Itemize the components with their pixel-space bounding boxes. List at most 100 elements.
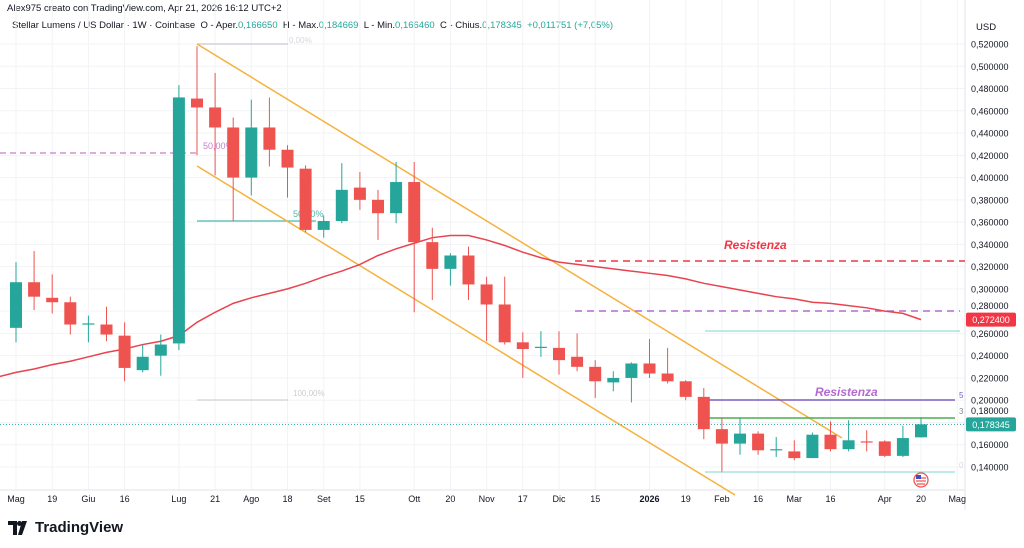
candle-bearish[interactable] — [498, 276, 511, 345]
candle-body — [824, 434, 837, 450]
time-tick-label: Feb — [714, 494, 730, 504]
candle-body — [679, 381, 692, 397]
candle-bullish[interactable] — [607, 371, 620, 392]
candle-bearish[interactable] — [100, 306, 113, 342]
candle-bullish[interactable] — [734, 418, 746, 455]
candle-bullish[interactable] — [896, 425, 909, 457]
candle-bearish[interactable] — [643, 338, 656, 378]
candle-bearish[interactable] — [697, 387, 710, 440]
candle-bearish[interactable] — [462, 246, 475, 301]
candle-bullish[interactable] — [390, 161, 403, 224]
channel-upper-line[interactable] — [196, 43, 843, 439]
candle-bearish[interactable] — [661, 347, 674, 384]
line-3-label: 3 — [959, 407, 964, 416]
high-value: 0,184669 — [318, 20, 359, 31]
candle-bearish[interactable] — [516, 332, 529, 378]
candle-bearish[interactable] — [227, 117, 240, 221]
symbol-name[interactable]: Stellar Lumens / US Dollar · 1W · Coinba… — [12, 20, 196, 31]
candle-bullish[interactable] — [154, 334, 167, 376]
time-tick-label: Mar — [787, 494, 803, 504]
candle-bullish[interactable] — [842, 420, 855, 452]
time-tick-label: 16 — [120, 494, 130, 504]
candle-bearish[interactable] — [299, 165, 312, 233]
candle-bullish[interactable] — [444, 253, 457, 286]
candle-bearish[interactable] — [878, 440, 891, 457]
time-tick-label: 17 — [518, 494, 528, 504]
candle-bullish[interactable] — [335, 163, 348, 224]
time-axis[interactable]: Mag 19 Giu 16 Lug 21 Ago 18 Set 15 Ott 20 Nov 17 Dic 15… — [7, 494, 966, 504]
candle-bullish[interactable] — [245, 99, 258, 196]
drawings[interactable]: 0,00% 50,00% 50,00% 100,00% Resistenza R… — [0, 36, 965, 496]
candle-bullish[interactable] — [10, 262, 22, 343]
price-tick-label: 0,380000 — [971, 195, 1009, 205]
candle-body — [896, 438, 909, 456]
candle-bullish[interactable] — [915, 417, 927, 438]
candle-body — [643, 363, 656, 374]
line-5-label: 5 — [959, 391, 964, 400]
candle-body — [661, 373, 674, 382]
candle-bearish[interactable] — [46, 274, 59, 314]
time-tick-label: 2026 — [639, 494, 659, 504]
time-tick-label: 18 — [282, 494, 292, 504]
candle-bearish[interactable] — [281, 145, 294, 198]
price-label-text: 0,178345 — [972, 420, 1010, 430]
time-tick-label: 21 — [210, 494, 220, 504]
candle-bullish[interactable] — [625, 362, 638, 403]
candle-bullish[interactable] — [534, 331, 547, 357]
candle-bearish[interactable] — [209, 72, 222, 176]
candle-bearish[interactable] — [408, 161, 421, 313]
price-tick-label: 0,420000 — [971, 151, 1009, 161]
candle-body — [64, 302, 77, 325]
low-value: 0,166460 — [395, 20, 435, 31]
candle-bearish[interactable] — [571, 333, 584, 372]
time-tick-label: 19 — [47, 494, 57, 504]
candle-bearish[interactable] — [191, 46, 203, 156]
channel-lower-line[interactable] — [196, 165, 736, 496]
candle-bearish[interactable] — [679, 380, 692, 401]
candle-bullish[interactable] — [806, 432, 819, 459]
candle-body — [82, 323, 95, 325]
candle-bullish[interactable] — [82, 315, 95, 343]
candle-body — [462, 255, 475, 285]
candle-bullish[interactable] — [172, 85, 185, 351]
candle-bearish[interactable] — [752, 431, 765, 455]
price-tick-label: 0,360000 — [971, 218, 1009, 228]
candle-bearish[interactable] — [589, 360, 602, 398]
candle-bearish[interactable] — [353, 172, 366, 210]
us-flag-icon[interactable] — [913, 472, 929, 488]
price-tick-label: 0,460000 — [971, 106, 1009, 116]
symbol-legend: Stellar Lumens / US Dollar · 1W · Coinba… — [12, 20, 613, 31]
time-tick-label: 16 — [753, 494, 763, 504]
candle-body — [281, 149, 294, 168]
candle-body — [697, 396, 710, 430]
candle-bullish[interactable] — [136, 344, 149, 373]
candle-bearish[interactable] — [64, 296, 77, 335]
tradingview-logo[interactable]: TradingView — [8, 519, 123, 536]
price-tick-label: 0,320000 — [971, 262, 1009, 272]
candle-bearish[interactable] — [480, 276, 493, 342]
candle-bearish[interactable] — [824, 421, 837, 452]
open-value: 0,166650 — [238, 20, 278, 31]
candle-bearish[interactable] — [28, 251, 41, 311]
moving-average-line[interactable] — [0, 234, 922, 378]
candle-bearish[interactable] — [263, 97, 276, 167]
candle-bearish[interactable] — [860, 430, 873, 452]
candle-bearish[interactable] — [426, 227, 439, 301]
candle-body — [770, 449, 783, 451]
time-tick-label: 20 — [445, 494, 455, 504]
price-tick-label: 0,140000 — [971, 462, 1009, 472]
candle-bullish[interactable] — [317, 215, 330, 238]
candle-bearish[interactable] — [118, 322, 131, 382]
time-tick-label: Set — [317, 494, 331, 504]
candle-bearish[interactable] — [553, 331, 565, 375]
candle-body — [263, 127, 276, 150]
candle-body — [299, 168, 312, 230]
candle-bearish[interactable] — [715, 418, 728, 472]
price-tick-label: 0,480000 — [971, 84, 1009, 94]
candle-bearish[interactable] — [788, 440, 801, 461]
candle-bearish[interactable] — [372, 189, 384, 240]
candle-bullish[interactable] — [770, 436, 783, 457]
change-value: +0,011751 (+7,05%) — [527, 20, 613, 31]
